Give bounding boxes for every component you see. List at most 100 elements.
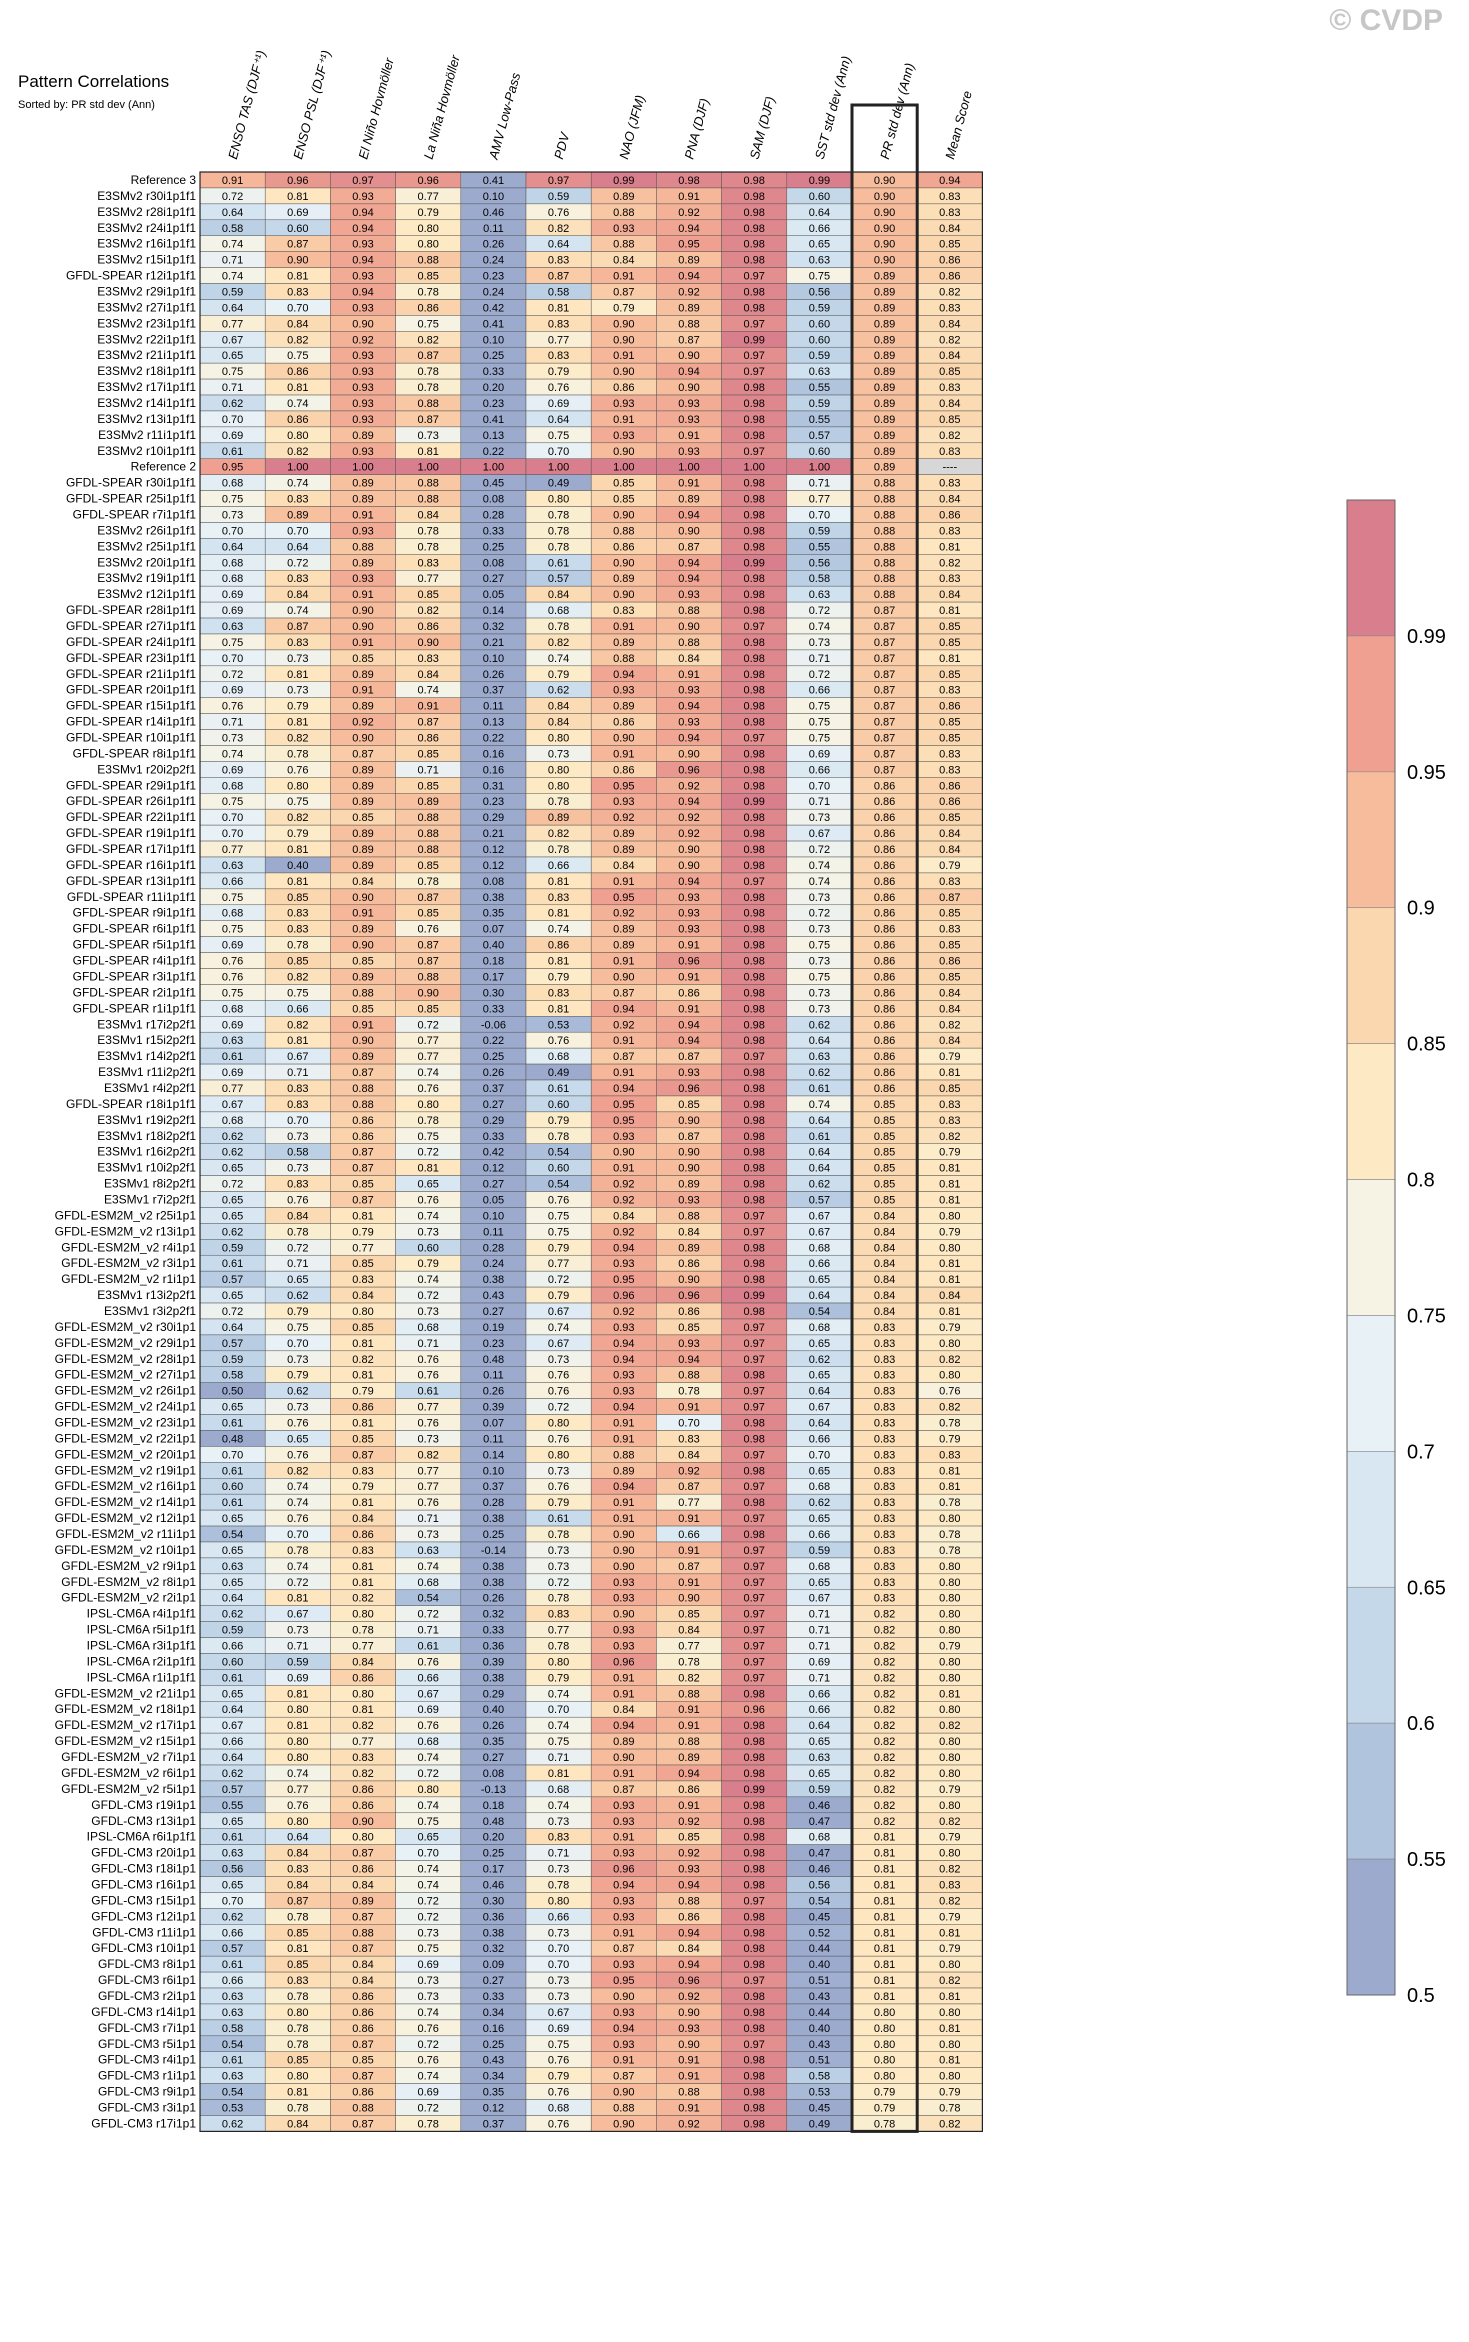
cell-value: 0.98 xyxy=(743,1115,764,1127)
cell-value: 0.27 xyxy=(483,573,504,585)
cell-value: 0.78 xyxy=(287,2039,308,2051)
cell-value: 0.72 xyxy=(417,1019,438,1031)
cell-value: 0.89 xyxy=(352,796,373,808)
cell-value: 0.93 xyxy=(352,239,373,251)
cell-value: 0.98 xyxy=(743,1019,764,1031)
cell-value: 0.49 xyxy=(548,1067,569,1079)
row-label: GFDL-CM3 r20i1p1 xyxy=(91,1846,196,1860)
cell-value: 0.42 xyxy=(483,1147,504,1159)
cell-value: 0.85 xyxy=(939,971,960,983)
cell-value: 0.90 xyxy=(678,2007,699,2019)
row-label: GFDL-CM3 r13i1p1 xyxy=(91,1814,196,1828)
cell-value: 0.33 xyxy=(483,1625,504,1637)
cell-value: 0.80 xyxy=(287,780,308,792)
row-label: GFDL-CM3 r3i1p1 xyxy=(98,2100,196,2114)
cell-value: 0.89 xyxy=(613,573,634,585)
row-label: IPSL-CM6A r1i1p1f1 xyxy=(87,1670,197,1684)
cell-value: 0.65 xyxy=(809,239,830,251)
cell-value: 0.70 xyxy=(222,1449,243,1461)
cell-value: 0.26 xyxy=(483,1593,504,1605)
cell-value: 0.93 xyxy=(613,2007,634,2019)
cell-value: 0.94 xyxy=(678,876,699,888)
row-label: GFDL-ESM2M_v2 r29i1p1 xyxy=(55,1336,197,1350)
cell-value: 0.89 xyxy=(678,1752,699,1764)
cell-value: 0.97 xyxy=(743,1481,764,1493)
cell-value: 0.89 xyxy=(287,509,308,521)
cell-value: 0.85 xyxy=(939,637,960,649)
column-header: SAM (DJF) xyxy=(747,95,778,161)
cell-value: 0.84 xyxy=(287,589,308,601)
cell-value: 0.87 xyxy=(678,1131,699,1143)
cell-value: 0.76 xyxy=(548,1481,569,1493)
row-label: E3SMv2 r25i1p1f1 xyxy=(97,539,196,553)
cell-value: 0.83 xyxy=(874,1481,895,1493)
cell-value: 0.90 xyxy=(613,1545,634,1557)
cell-value: 0.85 xyxy=(287,1927,308,1939)
cell-value: 0.80 xyxy=(874,2055,895,2067)
cell-value: 0.33 xyxy=(483,1131,504,1143)
cell-value: 0.74 xyxy=(548,1688,569,1700)
row-label: GFDL-ESM2M_v2 r21i1p1 xyxy=(55,1686,197,1700)
cell-value: 0.85 xyxy=(939,940,960,952)
cell-value: 0.92 xyxy=(678,207,699,219)
colorbar-segment xyxy=(1346,1043,1396,1180)
cell-value: 0.93 xyxy=(678,685,699,697)
cell-value: 0.27 xyxy=(483,1179,504,1191)
chart-title: Pattern Correlations xyxy=(18,72,170,91)
cell-value: 0.98 xyxy=(743,1003,764,1015)
cell-value: 0.54 xyxy=(548,1147,569,1159)
row-label: E3SMv2 r13i1p1f1 xyxy=(97,412,196,426)
cell-value: 0.82 xyxy=(939,2118,960,2130)
cell-value: 0.80 xyxy=(874,2039,895,2051)
cell-value: 0.76 xyxy=(548,1370,569,1382)
cell-value: 0.91 xyxy=(613,1768,634,1780)
cell-value: 0.57 xyxy=(222,1274,243,1286)
cell-value: 0.93 xyxy=(613,685,634,697)
cell-value: 0.90 xyxy=(352,733,373,745)
cell-value: 0.98 xyxy=(743,1959,764,1971)
cell-value: 0.73 xyxy=(287,1402,308,1414)
cell-value: 0.21 xyxy=(483,828,504,840)
cell-value: 0.36 xyxy=(483,1641,504,1653)
cell-value: 0.99 xyxy=(613,175,634,187)
cell-value: 0.91 xyxy=(352,637,373,649)
cell-value: 0.59 xyxy=(809,1545,830,1557)
cell-value: 0.18 xyxy=(483,1800,504,1812)
cell-value: 0.91 xyxy=(613,1513,634,1525)
row-label: IPSL-CM6A r3i1p1f1 xyxy=(87,1639,197,1653)
cell-value: 0.98 xyxy=(743,908,764,920)
cell-value: 0.78 xyxy=(939,1545,960,1557)
cell-value: 0.37 xyxy=(483,1481,504,1493)
cell-value: 0.65 xyxy=(287,1274,308,1286)
cell-value: 0.88 xyxy=(678,1210,699,1222)
cell-value: 0.85 xyxy=(678,1099,699,1111)
row-label: GFDL-ESM2M_v2 r15i1p1 xyxy=(55,1734,197,1748)
cell-value: 0.27 xyxy=(483,1099,504,1111)
cell-value: 0.76 xyxy=(287,1449,308,1461)
cell-value: 0.83 xyxy=(548,987,569,999)
colorbar-tick-label: 0.8 xyxy=(1407,1170,1435,1192)
cell-value: 0.83 xyxy=(874,1433,895,1445)
column-header: ENSO TAS (DJF⁺¹) xyxy=(225,49,268,161)
colorbar-tick-label: 0.7 xyxy=(1407,1441,1435,1463)
cell-value: 0.74 xyxy=(548,1720,569,1732)
cell-value: 0.82 xyxy=(939,1895,960,1907)
cell-value: 0.68 xyxy=(417,1577,438,1589)
colorbar-tick-label: 0.55 xyxy=(1407,1849,1446,1871)
cell-value: 0.73 xyxy=(548,1864,569,1876)
cell-value: 0.90 xyxy=(678,525,699,537)
cell-value: 0.70 xyxy=(548,1943,569,1955)
cell-value: 0.84 xyxy=(352,1975,373,1987)
cell-value: 0.85 xyxy=(678,1832,699,1844)
cell-value: 0.67 xyxy=(548,1338,569,1350)
cell-value: 0.75 xyxy=(287,350,308,362)
row-label: E3SMv2 r24i1p1f1 xyxy=(97,221,196,235)
cell-value: 0.79 xyxy=(939,1322,960,1334)
cell-value: 0.70 xyxy=(287,1529,308,1541)
cell-value: 0.84 xyxy=(939,1290,960,1302)
cell-value: 0.75 xyxy=(417,318,438,330)
cell-value: 0.78 xyxy=(939,1497,960,1509)
cell-value: 0.81 xyxy=(287,844,308,856)
row-label: GFDL-SPEAR r18i1p1f1 xyxy=(66,1097,196,1111)
cell-value: 0.32 xyxy=(483,1609,504,1621)
